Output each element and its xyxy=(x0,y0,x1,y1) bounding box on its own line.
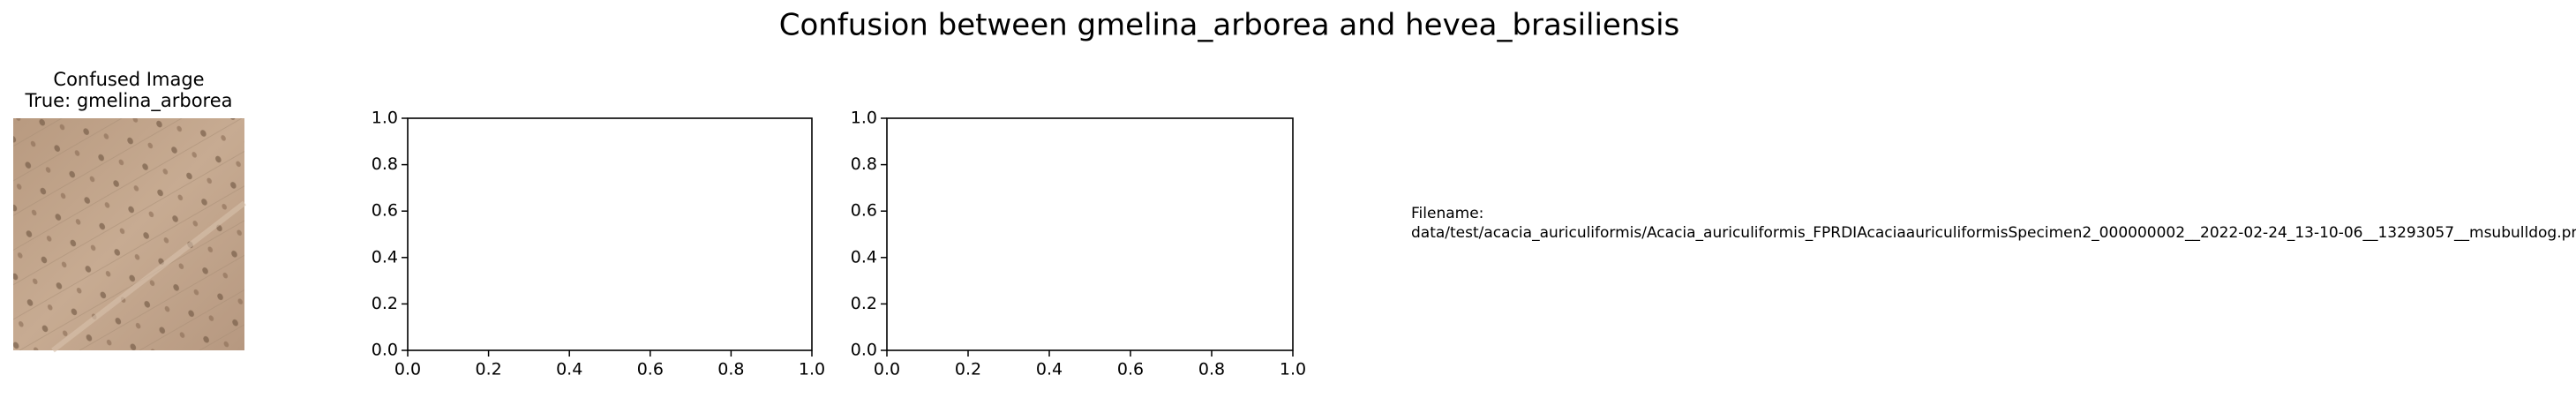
y-tick-label: 1.0 xyxy=(372,109,398,128)
y-tick-label: 0.4 xyxy=(372,247,398,267)
y-tick-label: 0.8 xyxy=(851,154,877,174)
axes-frame xyxy=(407,117,813,351)
x-tick-label: 1.0 xyxy=(1280,360,1306,379)
x-tick-label: 0.8 xyxy=(717,360,744,379)
y-tick-label: 0.0 xyxy=(372,341,398,360)
filename-label: Filename: xyxy=(1411,205,1483,222)
filename-path: data/test/acacia_auriculiformis/Acacia_a… xyxy=(1411,224,2576,242)
x-tick-label: 0.2 xyxy=(955,360,981,379)
image-title: True: gmelina_arborea xyxy=(24,90,232,112)
figure-title: Confusion between gmelina_arborea and he… xyxy=(779,8,1680,43)
x-tick-label: 0.4 xyxy=(556,360,582,379)
x-tick-label: 0.6 xyxy=(637,360,664,379)
axes-layer: 0.0 0.2 0.4 0.6 0.8 1.00.00.20.40.60.81.00.0 0… xyxy=(372,109,1306,379)
x-tick-label: 0.6 xyxy=(1117,360,1144,379)
x-tick-label: 0.0 xyxy=(394,360,421,379)
y-tick-label: 0.6 xyxy=(372,201,398,221)
image-title: Confused Image xyxy=(53,69,204,90)
y-tick-label: 1.0 xyxy=(851,109,877,128)
confused-image xyxy=(13,118,246,353)
x-tick-label: 0.2 xyxy=(475,360,501,379)
y-tick-label: 0.4 xyxy=(851,247,877,267)
y-tick-label: 0.0 xyxy=(851,341,877,360)
y-tick-label: 0.2 xyxy=(372,294,398,313)
y-tick-label: 0.8 xyxy=(372,154,398,174)
x-tick-label: 0.0 xyxy=(874,360,900,379)
y-tick-label: 0.6 xyxy=(851,201,877,221)
y-tick-label: 0.2 xyxy=(851,294,877,313)
x-tick-label: 1.0 xyxy=(799,360,825,379)
x-tick-label: 0.8 xyxy=(1198,360,1225,379)
axes-frame xyxy=(886,117,1294,351)
x-tick-label: 0.4 xyxy=(1036,360,1063,379)
